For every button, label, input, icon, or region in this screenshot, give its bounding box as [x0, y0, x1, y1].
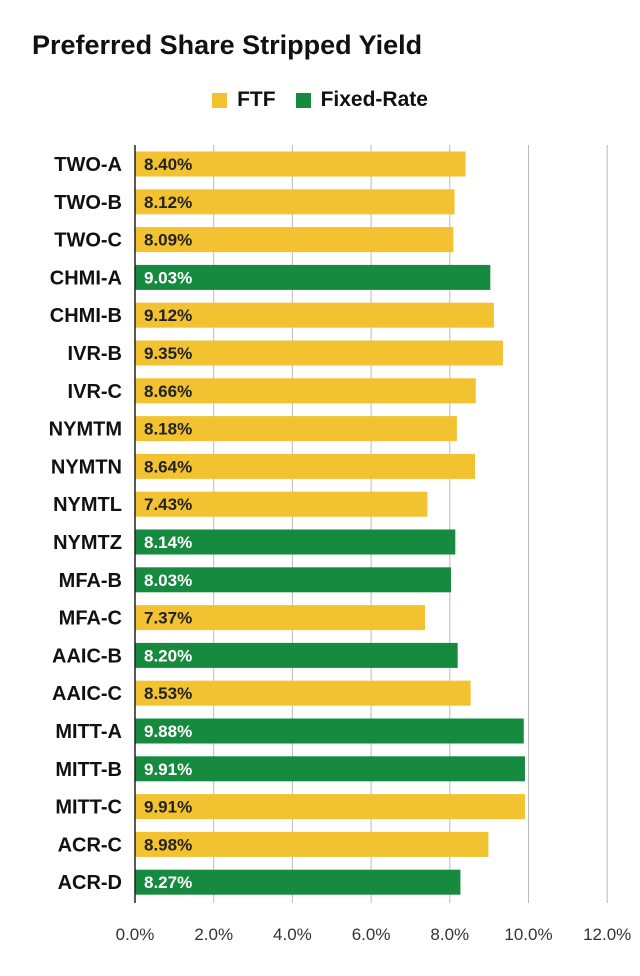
bar	[135, 302, 494, 328]
bar	[135, 794, 525, 820]
value-label: 8.66%	[144, 382, 192, 401]
bar	[135, 416, 457, 442]
legend-label-fixed-rate: Fixed-Rate	[320, 88, 428, 111]
value-label: 8.14%	[144, 533, 192, 552]
bar	[135, 756, 525, 782]
value-label: 8.27%	[144, 873, 192, 892]
category-label: MITT-B	[55, 759, 122, 781]
bar	[135, 378, 476, 404]
tick-label: 12.0%	[583, 925, 631, 944]
category-label: AAIC-B	[52, 645, 122, 667]
category-label: NYMTM	[49, 419, 122, 441]
category-label: TWO-B	[54, 192, 122, 214]
category-label: IVR-B	[68, 343, 122, 365]
bar	[135, 340, 503, 366]
legend-item-ftf: FTF	[212, 88, 276, 112]
value-label: 9.91%	[144, 798, 192, 817]
value-label: 8.12%	[144, 193, 192, 212]
category-label: NYMTL	[53, 494, 122, 516]
bar	[135, 227, 454, 253]
tick-label: 10.0%	[504, 925, 552, 944]
legend-label-ftf: FTF	[237, 88, 276, 111]
category-label: CHMI-B	[50, 305, 122, 327]
bar	[135, 642, 458, 668]
category-label: AAIC-C	[52, 683, 122, 705]
bar	[135, 831, 489, 857]
value-label: 8.64%	[144, 457, 192, 476]
tick-label: 4.0%	[273, 925, 312, 944]
value-label: 9.12%	[144, 306, 192, 325]
category-label: CHMI-A	[50, 267, 122, 289]
value-label: 7.43%	[144, 495, 192, 514]
value-label: 9.35%	[144, 344, 192, 363]
bar	[135, 491, 428, 517]
value-label: 8.18%	[144, 420, 192, 439]
value-label: 9.03%	[144, 268, 192, 287]
category-label: ACR-C	[58, 834, 122, 856]
legend: FTF Fixed-Rate	[0, 88, 640, 112]
legend-swatch-ftf	[212, 92, 228, 108]
value-label: 9.88%	[144, 722, 192, 741]
category-label: MITT-A	[55, 721, 122, 743]
tick-label: 8.0%	[430, 925, 469, 944]
category-label: ACR-D	[58, 872, 122, 894]
category-label: NYMTZ	[53, 532, 122, 554]
chart-title: Preferred Share Stripped Yield	[32, 30, 423, 60]
bar	[135, 529, 456, 555]
value-label: 8.03%	[144, 571, 192, 590]
category-label: MFA-C	[59, 608, 122, 630]
bar	[135, 189, 455, 215]
bar	[135, 567, 451, 593]
legend-item-fixed-rate: Fixed-Rate	[295, 88, 428, 112]
category-label: IVR-C	[68, 381, 122, 403]
tick-label: 0.0%	[116, 925, 155, 944]
bar	[135, 680, 471, 706]
legend-swatch-fixed-rate	[295, 92, 311, 108]
category-label: MITT-C	[55, 797, 122, 819]
bar	[135, 453, 475, 479]
value-label: 8.40%	[144, 155, 192, 174]
value-label: 8.98%	[144, 835, 192, 854]
value-label: 8.20%	[144, 646, 192, 665]
bar	[135, 869, 461, 895]
value-label: 8.53%	[144, 684, 192, 703]
bar	[135, 605, 426, 631]
tick-label: 6.0%	[352, 925, 391, 944]
value-label: 9.91%	[144, 760, 192, 779]
category-label: MFA-B	[59, 570, 122, 592]
category-label: TWO-C	[54, 230, 122, 252]
bar	[135, 264, 491, 290]
value-label: 7.37%	[144, 609, 192, 628]
bar	[135, 151, 466, 177]
category-label: NYMTN	[51, 456, 122, 478]
bar	[135, 718, 524, 744]
value-label: 8.09%	[144, 231, 192, 250]
category-label: TWO-A	[54, 154, 122, 176]
tick-label: 2.0%	[194, 925, 233, 944]
